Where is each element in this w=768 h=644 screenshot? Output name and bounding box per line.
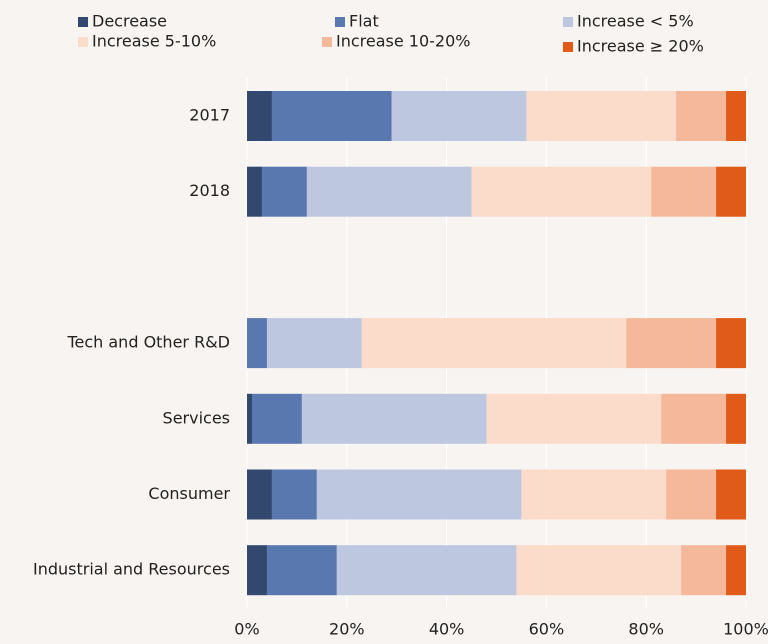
legend-label: Increase ≥ 20% (577, 37, 704, 56)
x-tick-label: 100% (723, 620, 768, 639)
bar (247, 318, 267, 369)
bar (336, 545, 517, 596)
bar (306, 166, 472, 217)
x-tick-label: 40% (429, 620, 465, 639)
x-tick-label: 60% (529, 620, 565, 639)
legend-label: Flat (349, 12, 379, 31)
bar (266, 318, 362, 369)
bar (486, 393, 662, 444)
bar (247, 91, 272, 141)
bar (666, 469, 717, 520)
bar (661, 393, 727, 444)
bar (316, 469, 522, 520)
bar (247, 166, 262, 217)
bar (626, 318, 717, 369)
y-tick-label: Tech and Other R&D (66, 333, 230, 352)
legend-swatch (322, 37, 332, 47)
legend-swatch (563, 42, 573, 52)
y-tick-label: Consumer (148, 484, 230, 503)
x-tick-label: 0% (234, 620, 259, 639)
legend-label: Increase 10-20% (336, 32, 471, 51)
bar (471, 166, 652, 217)
legend-swatch (78, 37, 88, 47)
bar (726, 545, 746, 596)
bar (726, 393, 746, 444)
y-tick-label: Services (163, 408, 230, 427)
bar (716, 318, 746, 369)
bar (726, 91, 746, 141)
bar (247, 393, 252, 444)
bar (391, 91, 527, 141)
bar (271, 469, 317, 520)
bar (716, 469, 746, 520)
y-tick-label: Industrial and Resources (33, 560, 230, 579)
y-tick-label: 2017 (189, 106, 230, 125)
bar (681, 545, 727, 596)
bar (651, 166, 717, 217)
bar (261, 166, 307, 217)
x-tick-label: 20% (329, 620, 365, 639)
bar (716, 166, 746, 217)
bar (301, 393, 487, 444)
legend-label: Decrease (92, 12, 167, 31)
bar (251, 393, 302, 444)
y-tick-label: 2018 (189, 181, 230, 200)
legend-swatch (335, 17, 345, 27)
legend-label: Increase < 5% (577, 12, 694, 31)
bar (271, 91, 392, 141)
bar (247, 545, 267, 596)
x-tick-label: 80% (628, 620, 664, 639)
legend-swatch (563, 17, 573, 27)
legend-swatch (78, 17, 88, 27)
bar (266, 545, 337, 596)
legend-label: Increase 5-10% (92, 32, 216, 51)
bar (361, 318, 627, 369)
bar (526, 91, 677, 141)
bar (516, 545, 682, 596)
bar (247, 469, 272, 520)
bar (521, 469, 667, 520)
bar (676, 91, 727, 141)
